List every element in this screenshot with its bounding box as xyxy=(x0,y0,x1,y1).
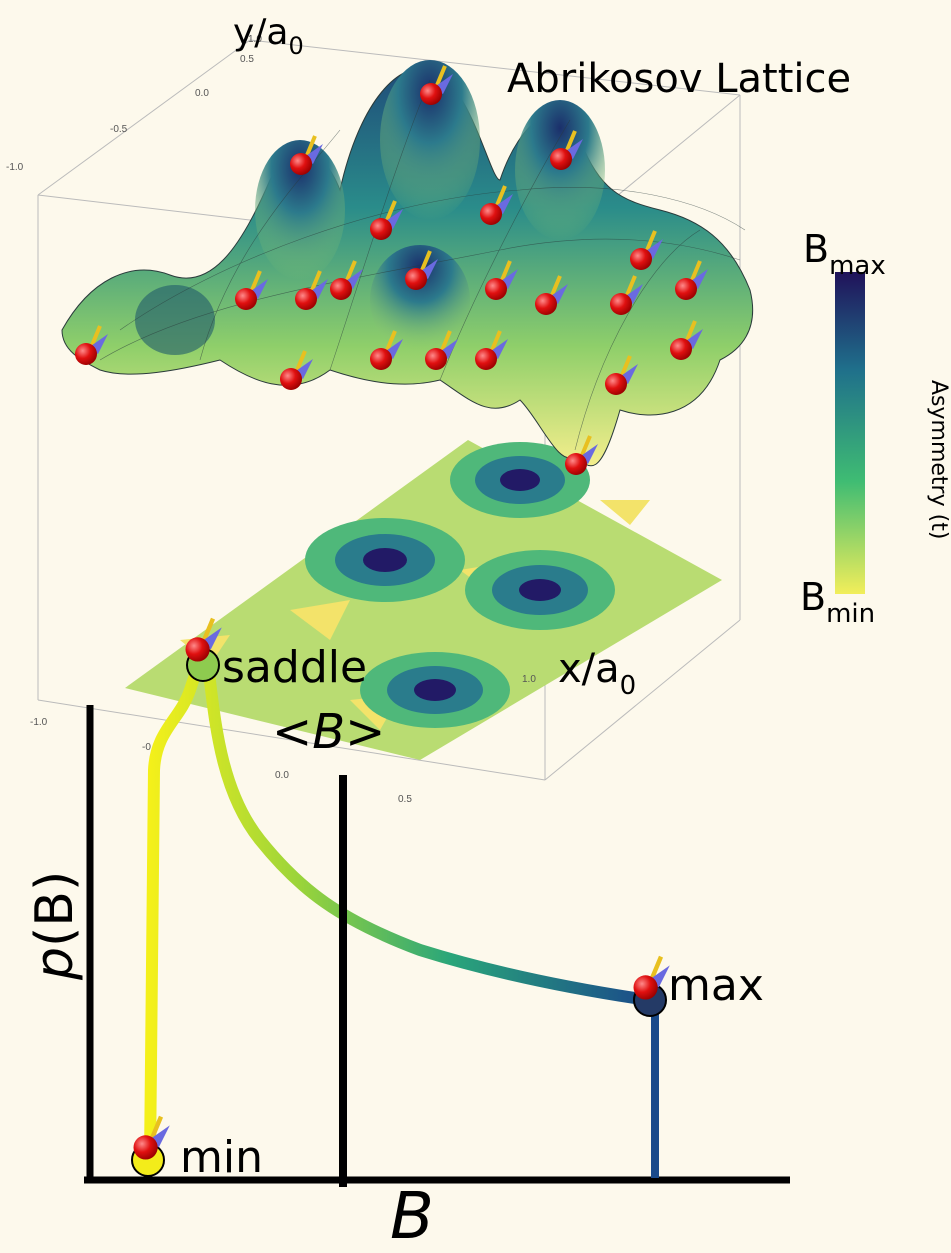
label-base: B xyxy=(803,227,829,271)
y-tick-label: 0.0 xyxy=(195,88,209,99)
saddle-label: saddle xyxy=(222,642,367,693)
y-tick-label: 0.5 xyxy=(240,54,254,65)
min-label: min xyxy=(180,1132,263,1183)
label-part: > xyxy=(345,704,385,760)
colorbar-max-label: Bmax xyxy=(803,227,886,281)
label-subscript: max xyxy=(829,251,886,281)
x-tick-label: 1.0 xyxy=(522,674,536,685)
y-axis-ticks: 1.0 0.5 0.0 -0.5 -1.0 xyxy=(6,34,262,173)
label-part: B xyxy=(312,704,345,760)
x-axis-label: x/a0 xyxy=(558,646,636,701)
y-axis-label: p(B) xyxy=(25,871,85,981)
colorbar xyxy=(835,272,865,594)
y-axis-label: y/a0 xyxy=(233,12,304,60)
figure: 1.0 0.5 0.0 -0.5 -1.0 -1.0 -0.5 0.0 0.5 … xyxy=(0,0,951,1253)
mean-label: <B> xyxy=(272,704,385,760)
max-label: max xyxy=(668,960,764,1011)
label-part: p xyxy=(25,947,85,981)
label-part: (B) xyxy=(25,871,85,947)
x-tick-label: 0.0 xyxy=(275,770,289,781)
label-subscript: 0 xyxy=(620,671,637,701)
x-axis-label: B xyxy=(390,1180,434,1253)
label-subscript: min xyxy=(826,599,875,629)
label-base: y/a xyxy=(233,12,289,53)
label-base: B xyxy=(800,575,826,619)
x-tick-label: -1.0 xyxy=(30,717,48,728)
y-tick-label: -1.0 xyxy=(6,162,24,173)
side-label: Asymmetry (t) xyxy=(926,380,951,539)
label-subscript: 0 xyxy=(289,32,304,60)
lattice-title: Abrikosov Lattice xyxy=(507,56,851,102)
y-tick-label: -0.5 xyxy=(110,124,128,135)
label-part: < xyxy=(272,704,312,760)
x-tick-label: 0.5 xyxy=(398,794,412,805)
label-base: x/a xyxy=(558,646,620,692)
